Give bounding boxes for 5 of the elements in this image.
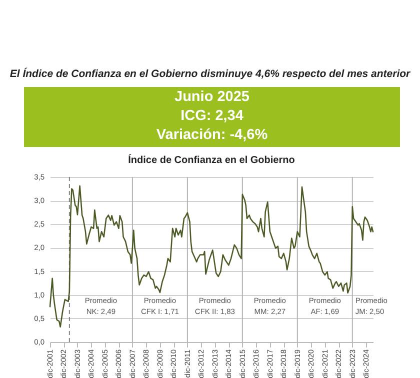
text: Junio 2025 (174, 88, 250, 107)
chart-subtitle: El Índice de Confianza en el Gobierno disminuye 4,6% respecto del mes anterior (8, 68, 412, 80)
text: Variación: -4,6% (155, 126, 269, 145)
text: ICG: 2,34 (180, 107, 244, 126)
chart-title: Índice de Confianza en el Gobierno (128, 154, 295, 166)
